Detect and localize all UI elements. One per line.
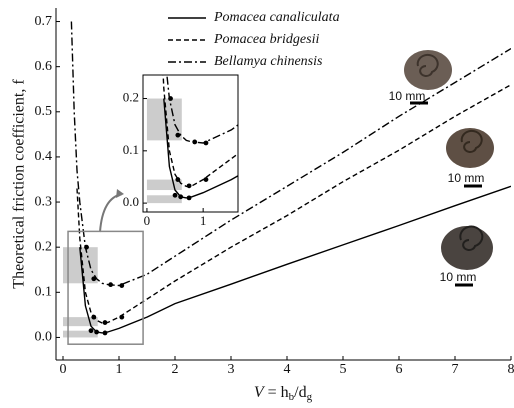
range-band: [63, 330, 98, 338]
data-point: [168, 96, 173, 101]
y-tick-label: 0.1: [123, 142, 139, 157]
y-tick-label: 0.0: [35, 330, 53, 345]
data-point: [172, 192, 178, 198]
data-point: [91, 276, 97, 282]
y-tick-label: 0.3: [35, 194, 53, 209]
series-line: [162, 75, 238, 188]
data-point: [119, 283, 125, 288]
x-axis-label: V = hb/dg: [254, 384, 313, 403]
legend-label: Pomacea bridgesii: [213, 32, 319, 47]
x-tick-label: 6: [396, 362, 403, 377]
x-label-part: b: [289, 391, 295, 403]
x-tick-label: 1: [200, 213, 207, 228]
x-tick-label: 1: [116, 362, 123, 377]
data-point: [88, 328, 94, 334]
x-label-part: /d: [294, 384, 306, 401]
data-point: [175, 177, 181, 182]
range-band: [63, 317, 98, 327]
snail-photos: [404, 50, 494, 287]
plot-area: [146, 75, 238, 204]
x-tick-label: 2: [172, 362, 179, 377]
snail-photo: [446, 128, 494, 188]
data-point: [186, 183, 192, 189]
zoom-arrow-head: [116, 189, 124, 198]
data-point: [94, 329, 99, 335]
data-point: [108, 282, 113, 288]
range-band: [146, 179, 182, 191]
y-tick-label: 0.4: [35, 149, 53, 164]
y-tick-label: 0.0: [123, 194, 139, 209]
x-label-part: = h: [264, 384, 289, 401]
y-tick-label: 0.5: [35, 104, 53, 119]
scale-label: 10 mm: [389, 89, 426, 103]
x-tick-label: 0: [144, 213, 151, 228]
series-line: [79, 185, 511, 334]
x-tick-label: 4: [284, 362, 291, 377]
y-tick-label: 0.6: [35, 59, 53, 74]
y-tick-label: 0.2: [35, 239, 53, 254]
scale-label: 10 mm: [440, 270, 477, 284]
data-point: [119, 314, 125, 320]
snail-photo: [441, 225, 493, 287]
data-point: [84, 244, 89, 250]
data-point: [175, 132, 181, 138]
y-tick-label: 0.7: [35, 14, 53, 29]
zoom-box: [67, 230, 144, 345]
x-label-part: g: [307, 391, 313, 403]
data-point: [186, 195, 192, 201]
x-tick-label: 8: [508, 362, 514, 377]
y-tick-label: 0.2: [123, 90, 139, 105]
range-band: [146, 195, 182, 204]
y-axis-label: Theoretical friction coefficient, f: [11, 79, 28, 289]
inset-frame: [142, 74, 239, 213]
data-point: [102, 330, 108, 336]
data-point: [203, 140, 209, 146]
x-tick-label: 5: [340, 362, 347, 377]
data-point: [102, 320, 108, 325]
x-label-part: V: [254, 384, 266, 401]
legend-label: Pomacea canaliculata: [213, 10, 340, 25]
x-tick-label: 3: [228, 362, 235, 377]
zoom-arrow: [99, 193, 123, 233]
series-line: [76, 84, 511, 324]
scale-label: 10 mm: [448, 171, 485, 185]
data-point: [178, 194, 184, 200]
x-tick-label: 0: [60, 362, 67, 377]
data-point: [203, 177, 209, 182]
snail-photo: [404, 50, 452, 105]
data-point: [91, 314, 97, 320]
x-tick-label: 7: [452, 362, 459, 377]
series-line: [70, 21, 511, 287]
series-line: [163, 98, 238, 199]
y-tick-label: 0.1: [35, 285, 53, 300]
data-point: [192, 139, 198, 145]
legend-label: Bellamya chinensis: [214, 54, 323, 69]
